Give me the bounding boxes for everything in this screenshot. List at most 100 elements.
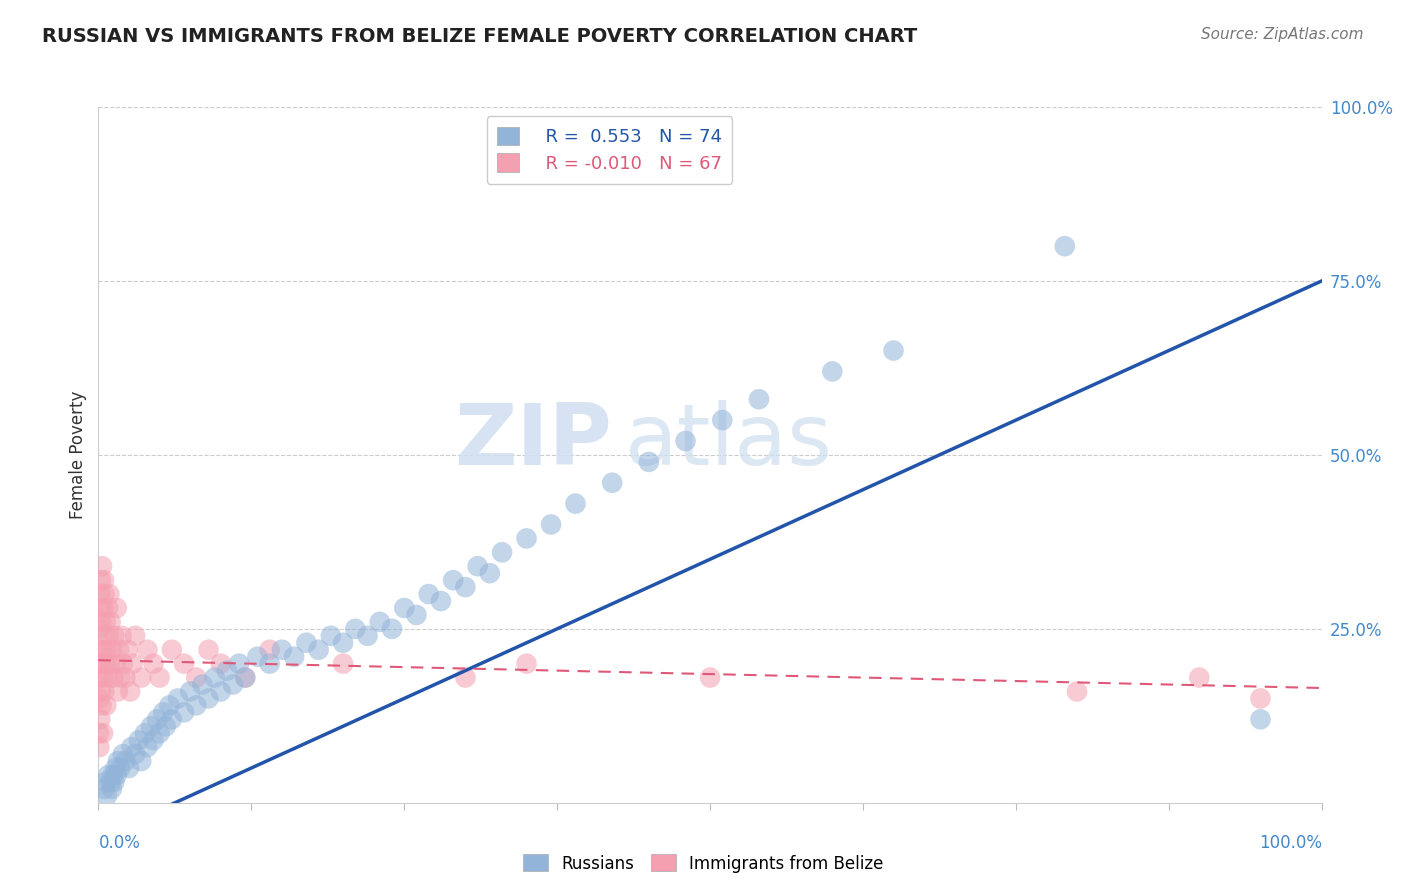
Point xyxy=(467,559,489,574)
Point xyxy=(136,740,159,755)
Point xyxy=(454,580,477,594)
Point xyxy=(107,754,129,768)
Point xyxy=(107,684,129,698)
Point xyxy=(454,671,477,685)
Point xyxy=(405,607,427,622)
Point xyxy=(97,601,120,615)
Text: atlas: atlas xyxy=(624,400,832,483)
Point xyxy=(103,775,125,789)
Point xyxy=(124,629,146,643)
Point xyxy=(124,747,146,761)
Point xyxy=(98,657,121,671)
Point xyxy=(1249,712,1271,726)
Point xyxy=(111,657,134,671)
Point xyxy=(90,698,112,713)
Point xyxy=(675,434,697,448)
Point xyxy=(89,712,111,726)
Point xyxy=(191,677,214,691)
Point xyxy=(197,691,219,706)
Point xyxy=(105,601,128,615)
Point xyxy=(332,636,354,650)
Point xyxy=(89,740,111,755)
Point xyxy=(89,587,111,601)
Point xyxy=(173,657,195,671)
Point xyxy=(114,671,136,685)
Point xyxy=(101,642,124,657)
Point xyxy=(270,642,294,657)
Point xyxy=(638,455,661,469)
Point xyxy=(478,566,501,581)
Point xyxy=(259,657,281,671)
Point xyxy=(157,698,180,713)
Point xyxy=(94,775,117,789)
Legend:   R =  0.553   N = 74,   R = -0.010   N = 67: R = 0.553 N = 74, R = -0.010 N = 67 xyxy=(486,116,733,184)
Point xyxy=(93,642,115,657)
Point xyxy=(121,657,143,671)
Point xyxy=(111,629,134,643)
Point xyxy=(430,594,453,608)
Point xyxy=(246,649,269,664)
Point xyxy=(142,657,165,671)
Point xyxy=(160,642,183,657)
Point xyxy=(540,517,562,532)
Point xyxy=(91,726,114,740)
Point xyxy=(89,622,111,636)
Point xyxy=(93,587,115,601)
Point xyxy=(96,698,118,713)
Point xyxy=(173,706,195,720)
Point xyxy=(883,343,905,358)
Point xyxy=(142,733,165,747)
Point xyxy=(233,671,256,685)
Point xyxy=(441,573,464,587)
Point xyxy=(1249,691,1271,706)
Text: Source: ZipAtlas.com: Source: ZipAtlas.com xyxy=(1201,27,1364,42)
Point xyxy=(332,657,354,671)
Point xyxy=(233,671,256,685)
Point xyxy=(96,789,118,803)
Point xyxy=(209,657,232,671)
Point xyxy=(91,629,114,643)
Point xyxy=(114,754,136,768)
Point xyxy=(748,392,770,407)
Point xyxy=(129,754,152,768)
Point xyxy=(94,615,117,629)
Point xyxy=(89,642,111,657)
Point xyxy=(105,768,128,782)
Point xyxy=(491,545,513,559)
Point xyxy=(89,671,111,685)
Point xyxy=(319,629,342,643)
Point xyxy=(100,775,122,789)
Point xyxy=(100,615,122,629)
Point xyxy=(89,601,111,615)
Point xyxy=(91,601,114,615)
Point xyxy=(94,657,117,671)
Point xyxy=(392,601,416,615)
Point xyxy=(515,532,537,546)
Point xyxy=(356,629,378,643)
Point xyxy=(97,629,120,643)
Point xyxy=(711,413,734,427)
Point xyxy=(564,497,586,511)
Point xyxy=(91,559,114,574)
Point xyxy=(89,657,111,671)
Point xyxy=(186,671,208,685)
Point xyxy=(90,657,112,671)
Point xyxy=(228,657,250,671)
Point xyxy=(104,657,127,671)
Text: 0.0%: 0.0% xyxy=(98,834,141,852)
Point xyxy=(186,698,208,713)
Point xyxy=(160,712,183,726)
Point xyxy=(96,642,118,657)
Point xyxy=(128,733,150,747)
Text: RUSSIAN VS IMMIGRANTS FROM BELIZE FEMALE POVERTY CORRELATION CHART: RUSSIAN VS IMMIGRANTS FROM BELIZE FEMALE… xyxy=(42,27,918,45)
Point xyxy=(104,761,127,775)
Point xyxy=(90,615,112,629)
Point xyxy=(1053,239,1076,253)
Point xyxy=(120,684,142,698)
Point xyxy=(179,684,201,698)
Point xyxy=(515,657,537,671)
Point xyxy=(120,740,142,755)
Point xyxy=(136,642,159,657)
Point xyxy=(295,636,318,650)
Point xyxy=(134,726,156,740)
